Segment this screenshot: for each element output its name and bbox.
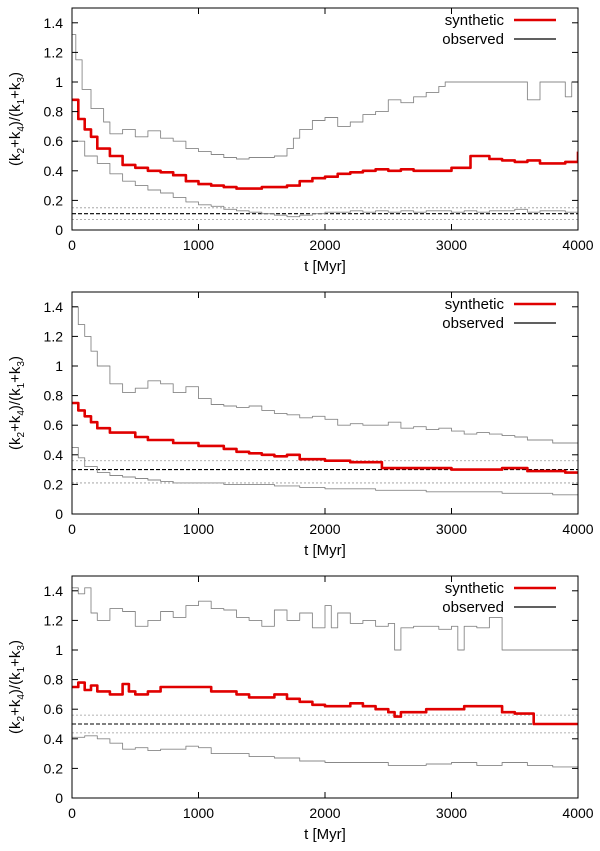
chart-panel-2: 0 1000 2000 3000 4000 0 0.2 0.4 0.6 0.8 1 1.2 1.4 t [… [7,291,594,559]
x-tick-label: 4000 [562,237,593,253]
y-tick-label: 0 [55,790,63,806]
x-tick-label: 0 [68,237,76,253]
x-tick-label: 3000 [436,805,467,821]
x-tick-label: 2000 [309,805,340,821]
x-tick-label: 3000 [436,521,467,537]
y-axis-label-subscript: 2 [16,715,27,721]
y-tick-label: 0.2 [44,760,64,776]
y-tick-label: 0.4 [44,731,64,747]
x-tick-label: 1000 [183,521,214,537]
y-axis-label-subscript: 4 [16,694,27,700]
y-axis-label-subscript: 3 [16,77,27,83]
y-axis-label-part: )/(k [7,104,24,126]
x-axis-label: t [Myr] [304,826,346,843]
y-tick-label: 1.2 [44,328,64,344]
x-tick-label: 1000 [183,237,214,253]
chart-panel-1: 0 1000 2000 3000 4000 0 0.2 0.4 0.6 0.8 1 1.2 1.4 t [… [7,7,594,275]
x-axis-label: t [Myr] [304,542,346,559]
x-tick-label: 2000 [309,521,340,537]
y-axis-label-subscript: 1 [16,666,27,672]
y-axis-label-part: +k [7,699,24,716]
y-axis-label-part: +k [7,650,24,667]
legend-label-observed: observed [442,599,504,616]
y-tick-label: 1 [55,358,63,374]
y-tick-label: 0.2 [44,192,64,208]
y-tick-label: 0.6 [44,417,64,433]
x-tick-label: 2000 [309,237,340,253]
chart-panel-3: 0 1000 2000 3000 4000 0 0.2 0.4 0.6 0.8 1 1.2 1.4 t [… [7,575,594,843]
y-axis-label-part: ) [7,356,24,361]
y-tick-label: 1 [55,74,63,90]
y-tick-label: 1.2 [44,612,64,628]
x-tick-label: 1000 [183,805,214,821]
y-axis-label-part: (k [7,721,24,734]
y-tick-label: 1.4 [44,583,64,599]
series-lower-line [72,446,578,496]
y-axis-label-subscript: 1 [16,382,27,388]
y-axis-label: (k2+k4)/(k1+k3) [7,640,27,734]
y-axis-label-part: ) [7,640,24,645]
y-tick-label: 1.4 [44,15,64,31]
y-tick-label: 0.8 [44,104,64,120]
y-axis-label: (k2+k4)/(k1+k3) [7,72,27,166]
y-axis-label-part: ) [7,72,24,77]
series-upper-line [72,34,578,160]
legend-label-synthetic: synthetic [445,296,505,313]
y-tick-label: 0.4 [44,447,64,463]
legend-label-synthetic: synthetic [445,12,505,29]
y-axis-label-part: +k [7,82,24,99]
series-upper-line [72,306,578,446]
y-axis-label-subscript: 2 [16,431,27,437]
y-axis-label-subscript: 4 [16,410,27,416]
x-axis-label: t [Myr] [304,258,346,275]
plot-area [72,34,578,218]
series-upper-line [72,587,578,651]
legend: synthetic observed [442,296,556,332]
y-tick-label: 1.2 [44,44,64,60]
y-axis-label-subscript: 4 [16,126,27,132]
y-tick-label: 0 [55,506,63,522]
y-tick-label: 0.8 [44,672,64,688]
series-lower-line [72,140,578,218]
series-lower-line [72,735,578,768]
series-synthetic-line [72,98,578,190]
y-tick-label: 1.4 [44,299,64,315]
plot-area [72,306,578,496]
y-axis-label-part: )/(k [7,388,24,410]
y-tick-label: 0.4 [44,163,64,179]
x-tick-label: 0 [68,805,76,821]
series-synthetic-line [72,681,578,726]
x-tick-label: 3000 [436,237,467,253]
y-axis-label: (k2+k4)/(k1+k3) [7,356,27,450]
y-axis-label-part: )/(k [7,672,24,694]
x-tick-label: 4000 [562,521,593,537]
y-axis-label-part: (k [7,437,24,450]
y-tick-label: 0.6 [44,701,64,717]
x-tick-label: 4000 [562,805,593,821]
legend: synthetic observed [442,580,556,616]
y-axis-label-part: +k [7,366,24,383]
legend-label-synthetic: synthetic [445,580,505,597]
y-tick-label: 0 [55,222,63,238]
y-tick-label: 0.8 [44,388,64,404]
y-axis-label-part: +k [7,415,24,432]
y-tick-label: 0.6 [44,133,64,149]
legend-label-observed: observed [442,315,504,332]
y-axis-label-part: (k [7,153,24,166]
y-tick-label: 1 [55,642,63,658]
x-tick-label: 0 [68,521,76,537]
legend-label-observed: observed [442,31,504,48]
y-axis-label-part: +k [7,131,24,148]
y-axis-label-subscript: 3 [16,645,27,651]
y-axis-label-subscript: 2 [16,147,27,153]
y-axis-label-subscript: 1 [16,98,27,104]
legend: synthetic observed [442,12,556,48]
y-axis-label-subscript: 3 [16,361,27,367]
plot-area [72,587,578,768]
series-synthetic-line [72,401,578,474]
y-tick-label: 0.2 [44,476,64,492]
